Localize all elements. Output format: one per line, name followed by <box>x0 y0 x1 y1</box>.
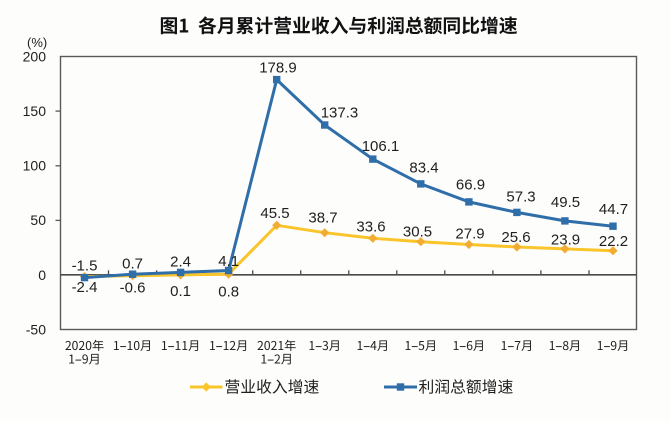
svg-text:50: 50 <box>30 212 46 228</box>
svg-text:0.1: 0.1 <box>170 283 191 300</box>
svg-text:137.3: 137.3 <box>321 105 359 122</box>
svg-text:-1.5: -1.5 <box>72 258 98 275</box>
svg-text:22.2: 22.2 <box>599 233 628 250</box>
svg-text:49.5: 49.5 <box>551 194 580 211</box>
svg-text:0: 0 <box>38 267 46 283</box>
svg-text:-0.6: -0.6 <box>120 280 146 297</box>
svg-text:83.4: 83.4 <box>409 160 438 177</box>
svg-text:23.9: 23.9 <box>551 232 580 249</box>
svg-text:178.9: 178.9 <box>259 60 297 77</box>
svg-text:-50: -50 <box>26 321 46 337</box>
svg-text:0.7: 0.7 <box>122 256 143 273</box>
svg-text:2.4: 2.4 <box>170 254 191 271</box>
svg-text:66.9: 66.9 <box>456 177 485 194</box>
svg-text:4.1: 4.1 <box>218 253 239 270</box>
svg-text:200: 200 <box>23 48 47 64</box>
svg-text:25.6: 25.6 <box>501 229 530 246</box>
svg-text:(%): (%) <box>27 35 47 50</box>
svg-text:0.8: 0.8 <box>218 284 239 301</box>
svg-text:100: 100 <box>23 158 47 174</box>
svg-text:-2.4: -2.4 <box>72 279 98 296</box>
svg-text:57.3: 57.3 <box>506 189 535 206</box>
svg-text:33.6: 33.6 <box>356 219 385 236</box>
svg-text:27.9: 27.9 <box>455 226 484 243</box>
svg-text:44.7: 44.7 <box>599 201 628 218</box>
svg-text:45.5: 45.5 <box>260 205 289 222</box>
svg-text:38.7: 38.7 <box>308 210 337 227</box>
svg-text:150: 150 <box>23 103 47 119</box>
svg-text:30.5: 30.5 <box>403 224 432 241</box>
svg-text:106.1: 106.1 <box>362 138 400 155</box>
